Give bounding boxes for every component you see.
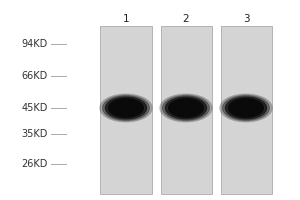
Ellipse shape <box>225 97 267 119</box>
Ellipse shape <box>109 99 143 117</box>
Ellipse shape <box>105 97 147 119</box>
Text: 2: 2 <box>183 14 189 24</box>
Text: 35KD: 35KD <box>22 129 48 139</box>
Ellipse shape <box>223 96 269 120</box>
FancyBboxPatch shape <box>100 26 152 194</box>
Text: 1: 1 <box>123 14 129 24</box>
Text: 3: 3 <box>243 14 249 24</box>
FancyBboxPatch shape <box>160 26 211 194</box>
Ellipse shape <box>103 96 149 120</box>
FancyBboxPatch shape <box>220 26 272 194</box>
Ellipse shape <box>163 96 209 120</box>
Ellipse shape <box>165 97 207 119</box>
Text: 26KD: 26KD <box>22 159 48 169</box>
Ellipse shape <box>160 94 212 122</box>
Text: 94KD: 94KD <box>22 39 48 49</box>
Text: 45KD: 45KD <box>22 103 48 113</box>
Ellipse shape <box>229 99 263 117</box>
Text: 66KD: 66KD <box>22 71 48 81</box>
Ellipse shape <box>100 94 152 122</box>
Ellipse shape <box>169 99 203 117</box>
Ellipse shape <box>220 94 272 122</box>
